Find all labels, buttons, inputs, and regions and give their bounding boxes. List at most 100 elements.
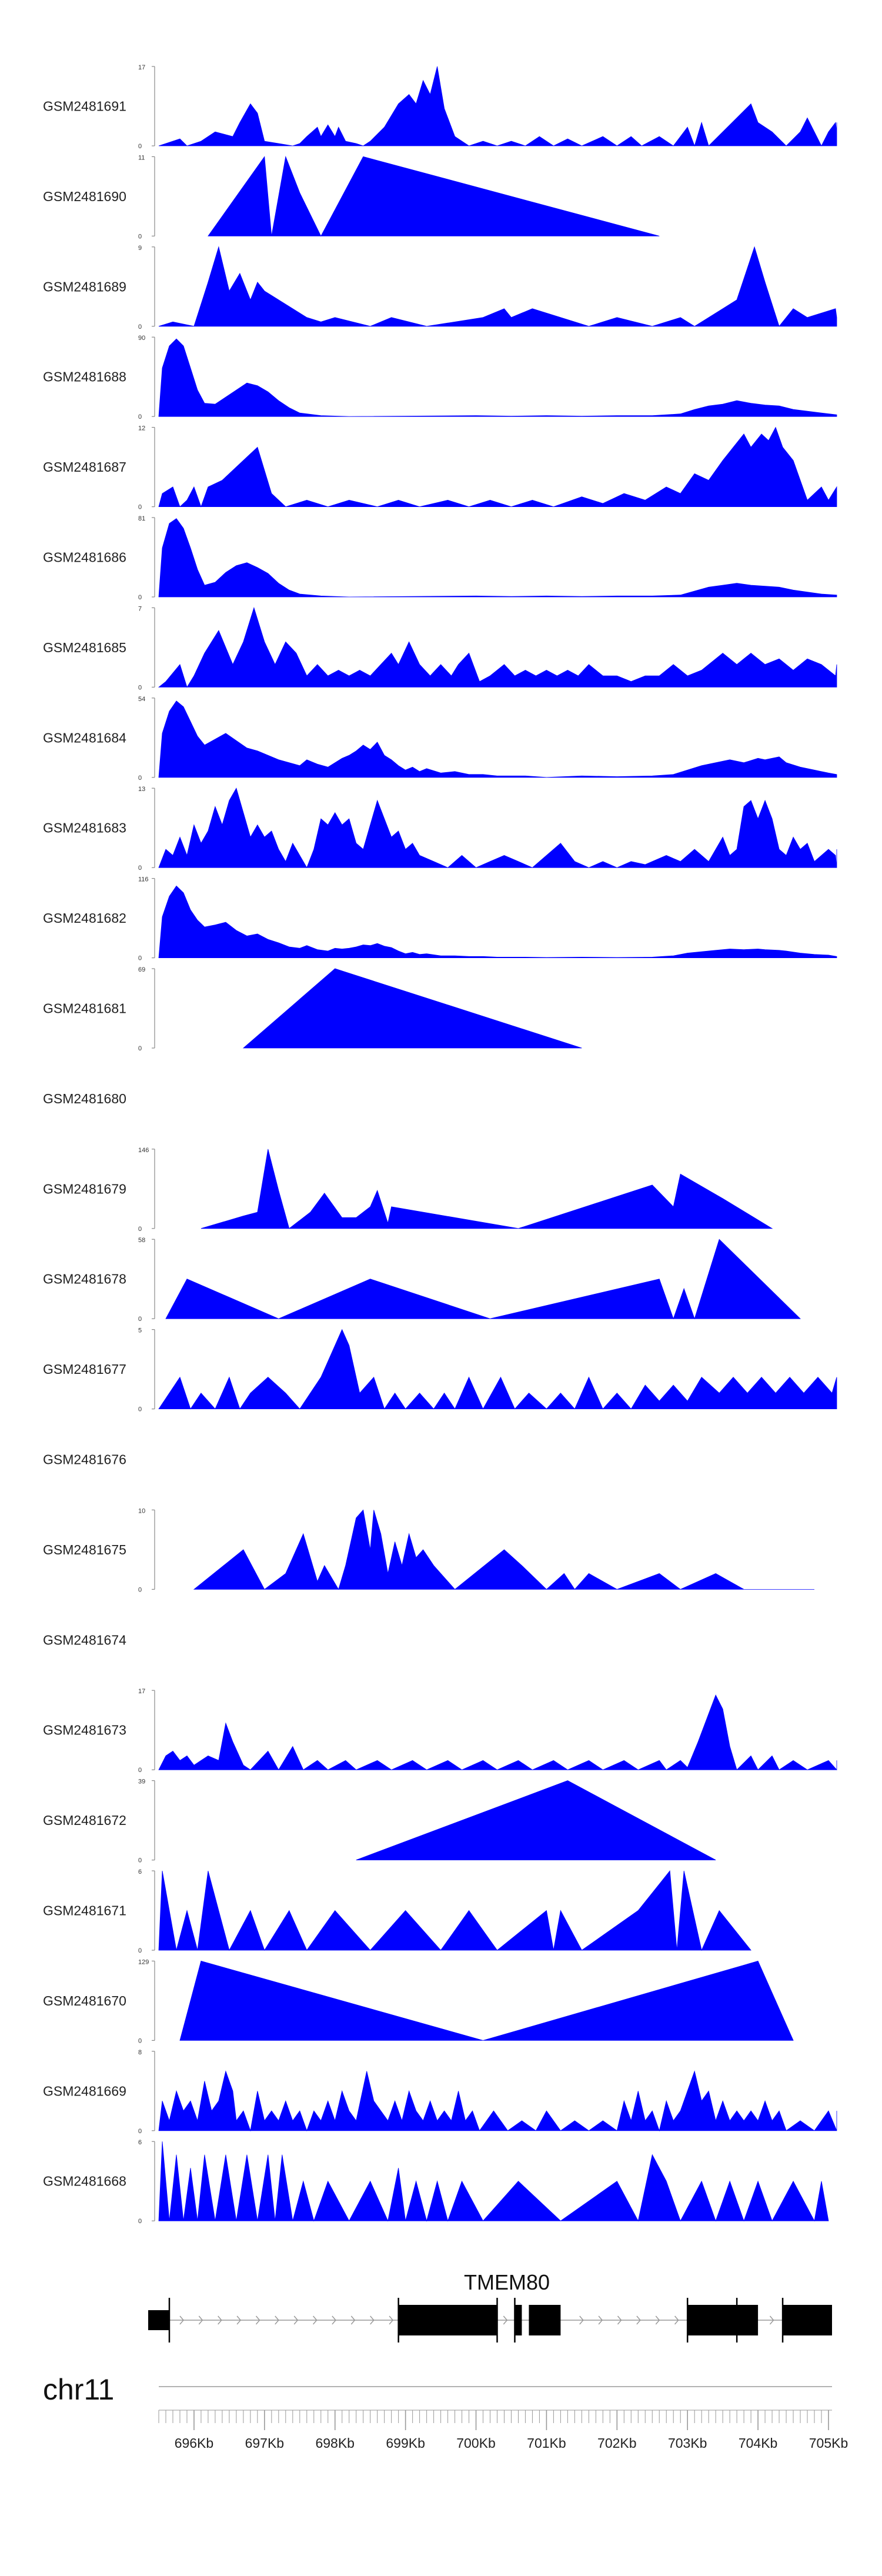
track-label: GSM2481673 — [43, 1723, 126, 1738]
y-tick-max-label: 6 — [138, 1868, 142, 1876]
y-tick-max-label: 129 — [138, 1958, 149, 1966]
strand-arrow — [275, 2315, 279, 2325]
y-tick-max-label: 11 — [138, 154, 145, 161]
y-tick-max-label: 5 — [138, 1327, 142, 1334]
track-label: GSM2481680 — [43, 1091, 126, 1106]
y-tick-max-label: 6 — [138, 2139, 142, 2146]
y-tick-zero-label: 0 — [138, 143, 142, 150]
strand-arrow — [636, 2315, 641, 2325]
track-GSM2481674: GSM2481674 — [43, 1632, 126, 1647]
track-GSM2481669: GSM2481669 8 0 — [43, 2049, 837, 2135]
track-label: GSM2481678 — [43, 1272, 126, 1287]
genome-axis: chr11 696Kb 697Kb 698Kb 699Kb 700Kb 701Kb 702K… — [43, 2373, 848, 2451]
track-GSM2481688: GSM2481688 90 0 — [43, 335, 837, 421]
track-label: GSM2481687 — [43, 459, 126, 475]
track-label: GSM2481685 — [43, 640, 126, 655]
track-GSM2481679: GSM2481679 146 0 — [43, 1147, 773, 1233]
track-label: GSM2481676 — [43, 1452, 126, 1467]
coverage-area — [158, 2070, 837, 2132]
track-GSM2481670: GSM2481670 129 0 — [43, 1958, 794, 2044]
track-GSM2481678: GSM2481678 58 0 — [43, 1237, 801, 1323]
y-tick-zero-label: 0 — [138, 684, 142, 691]
coverage-area — [193, 1509, 814, 1590]
track-label: GSM2481682 — [43, 910, 126, 926]
track-label: GSM2481681 — [43, 1001, 126, 1016]
track-GSM2481675: GSM2481675 10 0 — [43, 1507, 814, 1593]
y-tick-max-label: 8 — [138, 2049, 142, 2056]
track-GSM2481668: GSM2481668 6 0 — [43, 2139, 829, 2225]
y-tick-zero-label: 0 — [138, 2037, 142, 2044]
track-GSM2481683: GSM2481683 13 0 — [43, 786, 837, 872]
track-label: GSM2481683 — [43, 820, 126, 836]
y-tick-zero-label: 0 — [138, 2128, 142, 2135]
coverage-area — [158, 246, 837, 327]
coverage-area — [158, 885, 837, 958]
coverage-area — [208, 155, 660, 237]
strand-arrow — [198, 2315, 203, 2325]
coverage-area — [158, 426, 837, 508]
track-GSM2481684: GSM2481684 54 0 — [43, 696, 837, 782]
strand-arrow — [598, 2315, 603, 2325]
track-label: GSM2481686 — [43, 550, 126, 565]
y-tick-max-label: 54 — [138, 696, 145, 703]
strand-arrow — [674, 2315, 679, 2325]
track-GSM2481677: GSM2481677 5 0 — [43, 1327, 837, 1413]
coverage-area — [158, 788, 837, 869]
coverage-area — [158, 2141, 829, 2222]
coverage-area — [158, 607, 837, 688]
coding-exon — [398, 2305, 497, 2335]
track-GSM2481681: GSM2481681 69 0 — [43, 966, 582, 1052]
y-tick-zero-label: 0 — [138, 1226, 142, 1233]
y-tick-max-label: 58 — [138, 1237, 145, 1244]
y-tick-zero-label: 0 — [138, 1316, 142, 1323]
x-tick-label: 702Kb — [597, 2435, 637, 2451]
coverage-area — [201, 1149, 773, 1229]
coverage-area — [242, 968, 582, 1049]
gene-model-track: TMEM80 — [148, 2270, 832, 2343]
track-GSM2481672: GSM2481672 39 0 — [43, 1778, 716, 1864]
track-label: GSM2481675 — [43, 1542, 126, 1557]
track-GSM2481689: GSM2481689 9 0 — [43, 245, 837, 331]
x-tick-label: 704Kb — [739, 2435, 778, 2451]
y-tick-zero-label: 0 — [138, 1857, 142, 1864]
coverage-tracks: GSM2481691170GSM2481690110GSM248168990GS… — [43, 64, 837, 2225]
coverage-area — [158, 1329, 837, 1410]
x-tick-label: 697Kb — [245, 2435, 285, 2451]
track-label: GSM2481679 — [43, 1181, 126, 1196]
y-tick-max-label: 9 — [138, 245, 142, 252]
y-tick-max-label: 17 — [138, 1688, 145, 1695]
track-GSM2481690: GSM2481690 11 0 — [43, 154, 660, 240]
track-GSM2481686: GSM2481686 81 0 — [43, 515, 837, 601]
strand-arrow — [389, 2315, 394, 2325]
y-tick-max-label: 10 — [138, 1507, 145, 1514]
coding-exon — [687, 2305, 759, 2335]
y-tick-zero-label: 0 — [138, 775, 142, 782]
track-label: GSM2481669 — [43, 2083, 126, 2098]
coding-exon — [783, 2305, 832, 2335]
y-tick-max-label: 116 — [138, 876, 149, 883]
y-tick-zero-label: 0 — [138, 1406, 142, 1413]
coverage-area — [158, 66, 837, 147]
y-tick-max-label: 13 — [138, 786, 145, 793]
coverage-area — [165, 1239, 801, 1320]
y-tick-zero-label: 0 — [138, 504, 142, 511]
y-tick-zero-label: 0 — [138, 1767, 142, 1774]
x-tick-label: 699Kb — [386, 2435, 425, 2451]
y-tick-zero-label: 0 — [138, 413, 142, 421]
y-tick-zero-label: 0 — [138, 594, 142, 601]
y-tick-max-label: 12 — [138, 425, 145, 432]
coding-exon — [514, 2305, 522, 2335]
y-tick-zero-label: 0 — [138, 1045, 142, 1052]
y-tick-zero-label: 0 — [138, 1947, 142, 1954]
track-GSM2481682: GSM2481682 116 0 — [43, 876, 837, 962]
track-GSM2481685: GSM2481685 7 0 — [43, 605, 837, 691]
track-label: GSM2481691 — [43, 99, 126, 114]
x-tick-label: 703Kb — [668, 2435, 707, 2451]
track-label: GSM2481689 — [43, 279, 126, 294]
x-tick-label: 698Kb — [315, 2435, 355, 2451]
track-label: GSM2481684 — [43, 730, 126, 745]
strand-arrow — [179, 2315, 184, 2325]
coverage-area — [356, 1780, 716, 1860]
track-label: GSM2481668 — [43, 2174, 126, 2189]
strand-arrow — [236, 2315, 242, 2325]
